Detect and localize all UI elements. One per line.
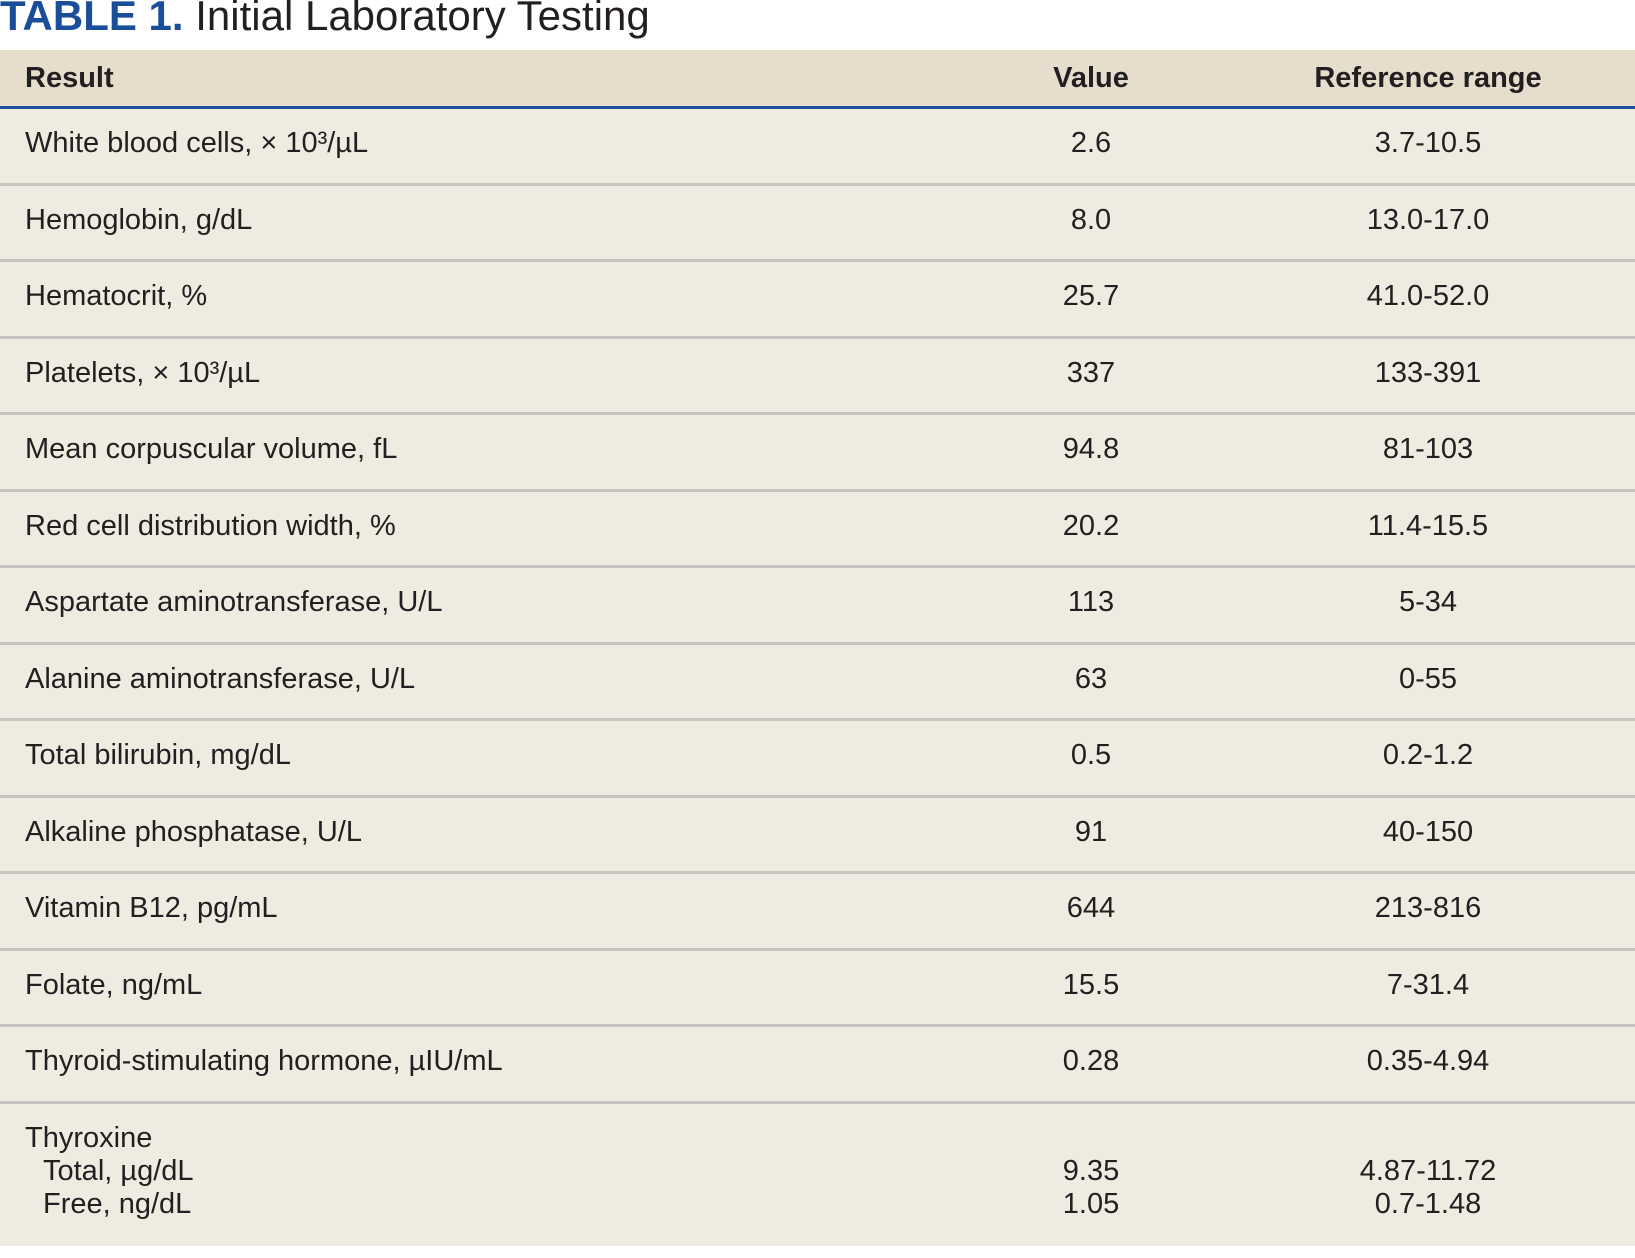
table-row: White blood cells, × 10³/µL 2.6 3.7-10.5 bbox=[0, 109, 1635, 186]
table-cell: 7-31.4 bbox=[1386, 968, 1470, 1001]
group-label: Thyroxine bbox=[25, 1121, 153, 1154]
table-row: Hemoglobin, g/dL 8.0 13.0-17.0 bbox=[0, 185, 1635, 262]
table-row: Platelets, × 10³/µL 337 133-391 bbox=[0, 338, 1635, 415]
table-cell: 1.05 bbox=[1062, 1187, 1120, 1220]
table-row: Total bilirubin, mg/dL 0.5 0.2-1.2 bbox=[0, 721, 1635, 798]
table-cell: 63 bbox=[1074, 662, 1108, 695]
table-cell: Free, ng/dL bbox=[43, 1187, 192, 1220]
table-cell: 4.87-11.72 bbox=[1359, 1154, 1497, 1187]
header-cell: Result bbox=[25, 62, 114, 94]
table-row: Mean corpuscular volume, fL 94.8 81-103 bbox=[0, 415, 1635, 492]
table-cell: 25.7 bbox=[1062, 280, 1120, 312]
table-cell: 40-150 bbox=[1382, 815, 1474, 848]
header-cell: Value bbox=[1053, 62, 1129, 94]
table-cell: 644 bbox=[1066, 892, 1116, 924]
table-row: Thyroid-stimulating hormone, µIU/mL 0.28 0… bbox=[0, 1027, 1635, 1104]
table-label: TABLE 1. bbox=[0, 0, 184, 39]
table-cell: 0.5 bbox=[1070, 739, 1112, 771]
table-cell: Total, µg/dL bbox=[43, 1154, 194, 1187]
table-cell: 2.6 bbox=[1070, 127, 1112, 159]
table-cell: Mean corpuscular volume, fL bbox=[25, 433, 398, 465]
table-cell: Aspartate aminotransferase, U/L bbox=[25, 586, 443, 618]
table-cell: Folate, ng/mL bbox=[25, 968, 203, 1001]
table-cell: 0.2-1.2 bbox=[1382, 739, 1474, 771]
table-cell: 20.2 bbox=[1062, 509, 1120, 542]
table-cell: Red cell distribution width, % bbox=[25, 509, 396, 542]
table-cell: 213-816 bbox=[1374, 892, 1482, 924]
table-cell: 13.0-17.0 bbox=[1366, 203, 1490, 236]
table-cell: 113 bbox=[1067, 586, 1115, 618]
table-cell: White blood cells, × 10³/µL bbox=[25, 127, 369, 159]
table-row: Vitamin B12, pg/mL 644 213-816 bbox=[0, 874, 1635, 951]
table-cell: Thyroid-stimulating hormone, µIU/mL bbox=[25, 1045, 503, 1077]
table-row: Folate, ng/mL 15.5 7-31.4 bbox=[0, 950, 1635, 1027]
table-cell: Vitamin B12, pg/mL bbox=[25, 892, 278, 924]
table-cell: Total bilirubin, mg/dL bbox=[25, 739, 291, 771]
table-row: Aspartate aminotransferase, U/L 113 5-34 bbox=[0, 568, 1635, 645]
table-cell: Platelets, × 10³/µL bbox=[25, 356, 261, 389]
table-cell: 11.4-15.5 bbox=[1367, 509, 1489, 542]
table-cell: Alkaline phosphatase, U/L bbox=[25, 815, 362, 848]
header-row: Result Value Reference range bbox=[0, 50, 1635, 109]
table-row: Red cell distribution width, % 20.2 11.4-1… bbox=[0, 491, 1635, 568]
table-cell: 15.5 bbox=[1062, 968, 1120, 1001]
table-row: Thyroxine Total, µg/dL 9.35 4.87-11.72 Free,… bbox=[0, 1103, 1635, 1246]
table-caption: Initial Laboratory Testing bbox=[195, 0, 650, 39]
table-cell: 0-55 bbox=[1398, 662, 1458, 695]
table-cell: 8.0 bbox=[1070, 203, 1112, 236]
table-cell: Hemoglobin, g/dL bbox=[25, 203, 253, 236]
table-cell: Alanine aminotransferase, U/L bbox=[25, 662, 416, 695]
table-row: Alanine aminotransferase, U/L 63 0-55 bbox=[0, 644, 1635, 721]
table-cell: 41.0-52.0 bbox=[1366, 280, 1490, 312]
table-cell: 0.28 bbox=[1062, 1045, 1120, 1077]
table-cell: 337 bbox=[1066, 356, 1116, 389]
table-cell: 91 bbox=[1074, 815, 1108, 848]
table-cell: Hematocrit, % bbox=[25, 280, 208, 312]
table-cell: 3.7-10.5 bbox=[1374, 127, 1482, 159]
table-cell: 9.35 bbox=[1062, 1154, 1120, 1187]
table-cell: 133-391 bbox=[1374, 356, 1482, 389]
table-cell: 0.7-1.48 bbox=[1374, 1187, 1482, 1220]
table-title: TABLE 1. Initial Laboratory Testing bbox=[0, 0, 650, 40]
table-cell: 0.35-4.94 bbox=[1366, 1045, 1490, 1077]
table-row: Alkaline phosphatase, U/L 91 40-150 bbox=[0, 797, 1635, 874]
table-cell: 5-34 bbox=[1398, 586, 1458, 618]
table-cell: 81-103 bbox=[1382, 433, 1474, 465]
table-cell: 94.8 bbox=[1062, 433, 1120, 465]
table-row: Hematocrit, % 25.7 41.0-52.0 bbox=[0, 262, 1635, 339]
header-cell: Reference range bbox=[1314, 62, 1542, 94]
